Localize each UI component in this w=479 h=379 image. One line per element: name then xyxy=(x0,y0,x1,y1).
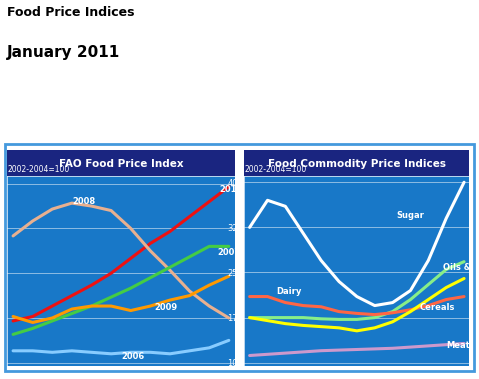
Text: Food Commodity Price Indices: Food Commodity Price Indices xyxy=(268,159,446,169)
Text: Dairy: Dairy xyxy=(276,287,302,296)
Text: 2007: 2007 xyxy=(217,248,240,257)
Text: 2006: 2006 xyxy=(121,352,144,361)
Text: FAO Food Price Index: FAO Food Price Index xyxy=(58,159,183,169)
Text: 2010: 2010 xyxy=(219,185,242,194)
Text: 2008: 2008 xyxy=(72,197,95,206)
Text: Sugar: Sugar xyxy=(396,211,424,220)
Text: 2009: 2009 xyxy=(154,303,177,312)
Text: Meat: Meat xyxy=(446,341,470,350)
Text: Cereals: Cereals xyxy=(420,303,455,312)
Text: 2002-2004=100: 2002-2004=100 xyxy=(7,165,69,174)
Text: Oils & Fats: Oils & Fats xyxy=(443,263,479,272)
Text: 2002-2004=100: 2002-2004=100 xyxy=(244,165,307,174)
Text: Food Price Indices: Food Price Indices xyxy=(7,6,135,19)
Text: January 2011: January 2011 xyxy=(7,45,120,61)
